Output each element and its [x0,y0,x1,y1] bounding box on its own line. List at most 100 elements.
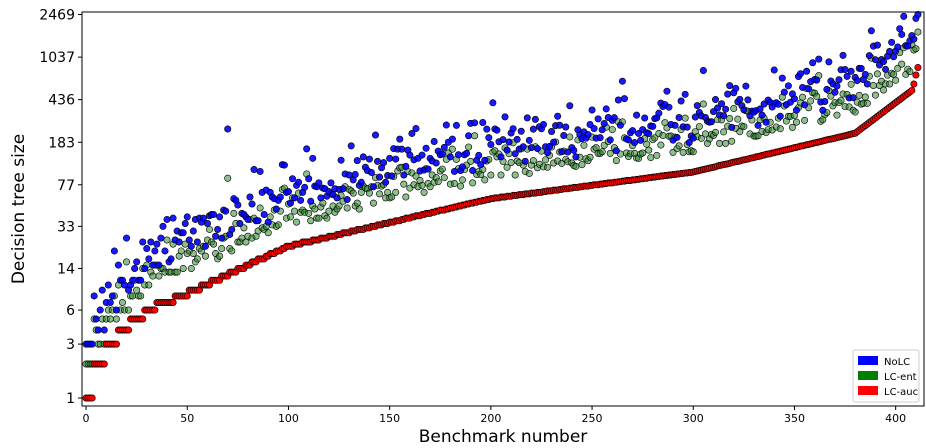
nolc-point [596,134,604,142]
nolc-point [610,114,618,122]
lc-ent-point [133,286,141,294]
lc-ent-point [580,141,588,149]
nolc-point [649,122,657,130]
nolc-point [272,205,280,213]
nolc-point [819,106,827,114]
lc-ent-point [149,272,157,280]
nolc-point [149,261,157,269]
lc-auc-point [914,63,922,71]
nolc-point [620,95,628,103]
nolc-point [143,245,151,253]
lc-ent-point [206,225,214,233]
lc-ent-point [873,70,881,78]
lc-ent-point [293,218,301,226]
nolc-point [815,55,823,63]
nolc-point [169,214,177,222]
nolc-point [588,106,596,114]
nolc-point [843,72,851,80]
nolc-point [183,213,191,221]
nolc-point [683,123,691,131]
nolc-point [873,41,881,49]
nolc-point [254,217,262,225]
nolc-point [529,125,537,133]
lc-ent-point [699,100,707,108]
lc-ent-point [179,264,187,272]
nolc-point [440,143,448,151]
nolc-point [736,95,744,103]
lc-ent-point [734,115,742,123]
nolc-point [479,118,487,126]
lc-ent-point [651,134,659,142]
nolc-point [353,157,361,165]
lc-ent-point [643,140,651,148]
lc-ent-point [400,180,408,188]
nolc-point [527,144,535,152]
nolc-point [317,194,325,202]
lc-auc-point [88,394,96,402]
nolc-point [778,74,786,82]
nolc-point [631,139,639,147]
nolc-point [511,150,519,158]
lc-ent-point [125,306,133,314]
nolc-point [400,171,408,179]
nolc-point [602,105,610,113]
lc-ent-point [720,128,728,136]
lc-ent-point [675,142,683,150]
lc-ent-point [657,141,665,149]
nolc-point [762,118,770,126]
nolc-point [726,82,734,90]
lc-ent-point [847,80,855,88]
lc-ent-point [434,178,442,186]
nolc-point [153,240,161,248]
nolc-point [681,90,689,98]
nolc-point [792,106,800,114]
nolc-point [618,77,626,85]
lc-ent-point [426,183,434,191]
points-layer [82,11,922,402]
nolc-point [382,178,390,186]
nolc-point [175,238,183,246]
nolc-point [260,211,268,219]
nolc-point [475,151,483,159]
nolc-point [805,85,813,93]
lc-ent-point [507,159,515,167]
lc-ent-point [503,163,511,171]
nolc-point [438,150,446,158]
nolc-point [489,99,497,107]
nolc-point [728,123,736,131]
nolc-point [264,218,272,226]
nolc-point [550,138,558,146]
lc-ent-point [335,202,343,210]
lc-ent-point [788,123,796,131]
nolc-point [722,105,730,113]
lc-ent-point [469,179,477,187]
nolc-point [222,207,230,215]
nolc-point [147,238,155,246]
nolc-point [276,193,284,201]
lc-ent-point [201,252,209,260]
nolc-point [315,179,323,187]
nolc-point [465,132,473,140]
nolc-point [185,236,193,244]
x-axis: 0 50 100 150 200 250 300 350 400 [83,406,906,425]
nolc-point [675,114,683,122]
nolc-point [570,146,578,154]
nolc-point [392,155,400,163]
lc-ent-point [412,172,420,180]
lc-ent-point [871,91,879,99]
lc-ent-point [402,193,410,201]
nolc-point [720,112,728,120]
nolc-point [517,127,525,135]
legend-label: LC-ent [884,372,917,383]
nolc-point [422,144,430,152]
nolc-point [758,111,766,119]
lc-ent-point [855,91,863,99]
nolc-point [396,135,404,143]
nolc-point [689,134,697,142]
legend-swatch [858,386,878,395]
nolc-point [406,151,414,159]
nolc-point [740,106,748,114]
nolc-point [123,234,131,242]
nolc-point [865,52,873,60]
nolc-point [139,238,147,246]
